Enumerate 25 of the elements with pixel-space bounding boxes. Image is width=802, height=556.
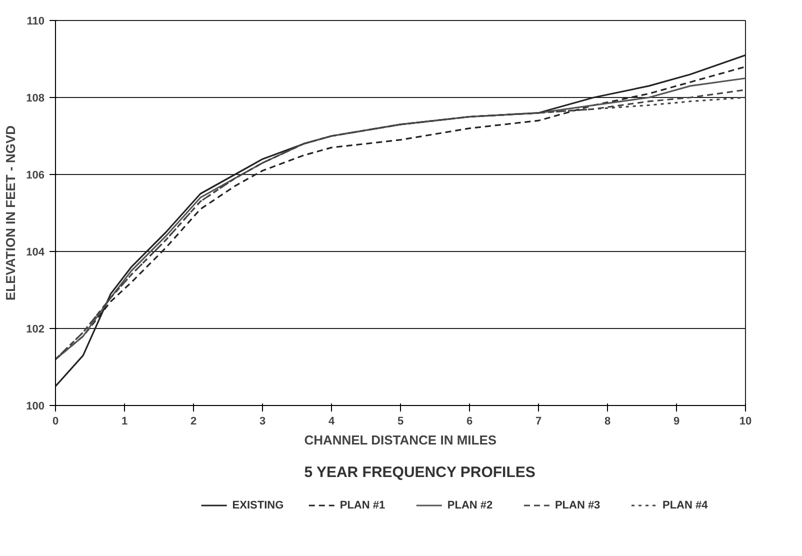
legend-label: PLAN #1 — [340, 500, 386, 512]
x-tick-label: 7 — [535, 416, 542, 428]
x-tick-label: 10 — [739, 416, 752, 428]
y-tick-label: 108 — [26, 92, 45, 104]
x-tick-label: 3 — [259, 416, 266, 428]
y-axis-title: ELEVATION IN FEET - NGVD — [3, 125, 18, 301]
x-tick-label: 5 — [397, 416, 404, 428]
y-tick-label: 100 — [26, 400, 45, 412]
x-tick-label: 6 — [466, 416, 473, 428]
legend-label: PLAN #2 — [447, 500, 493, 512]
y-tick-label: 102 — [26, 324, 45, 336]
legend-label: PLAN #3 — [554, 500, 600, 512]
x-tick-label: 0 — [52, 416, 59, 428]
y-tick-label: 106 — [26, 170, 45, 182]
x-tick-label: 1 — [121, 416, 128, 428]
y-tick-label: 110 — [26, 16, 45, 28]
text: 5 YEAR FREQUENCY PROFILES — [304, 464, 536, 481]
x-tick-label: 2 — [190, 416, 197, 428]
legend-label: EXISTING — [232, 500, 284, 512]
x-tick-label: 8 — [604, 416, 611, 428]
x-axis-title: CHANNEL DISTANCE IN MILES — [304, 432, 497, 448]
x-tick-label: 9 — [673, 416, 680, 428]
y-tick-label: 104 — [26, 246, 46, 258]
legend-label: PLAN #4 — [662, 500, 709, 512]
x-tick-label: 4 — [328, 416, 336, 428]
